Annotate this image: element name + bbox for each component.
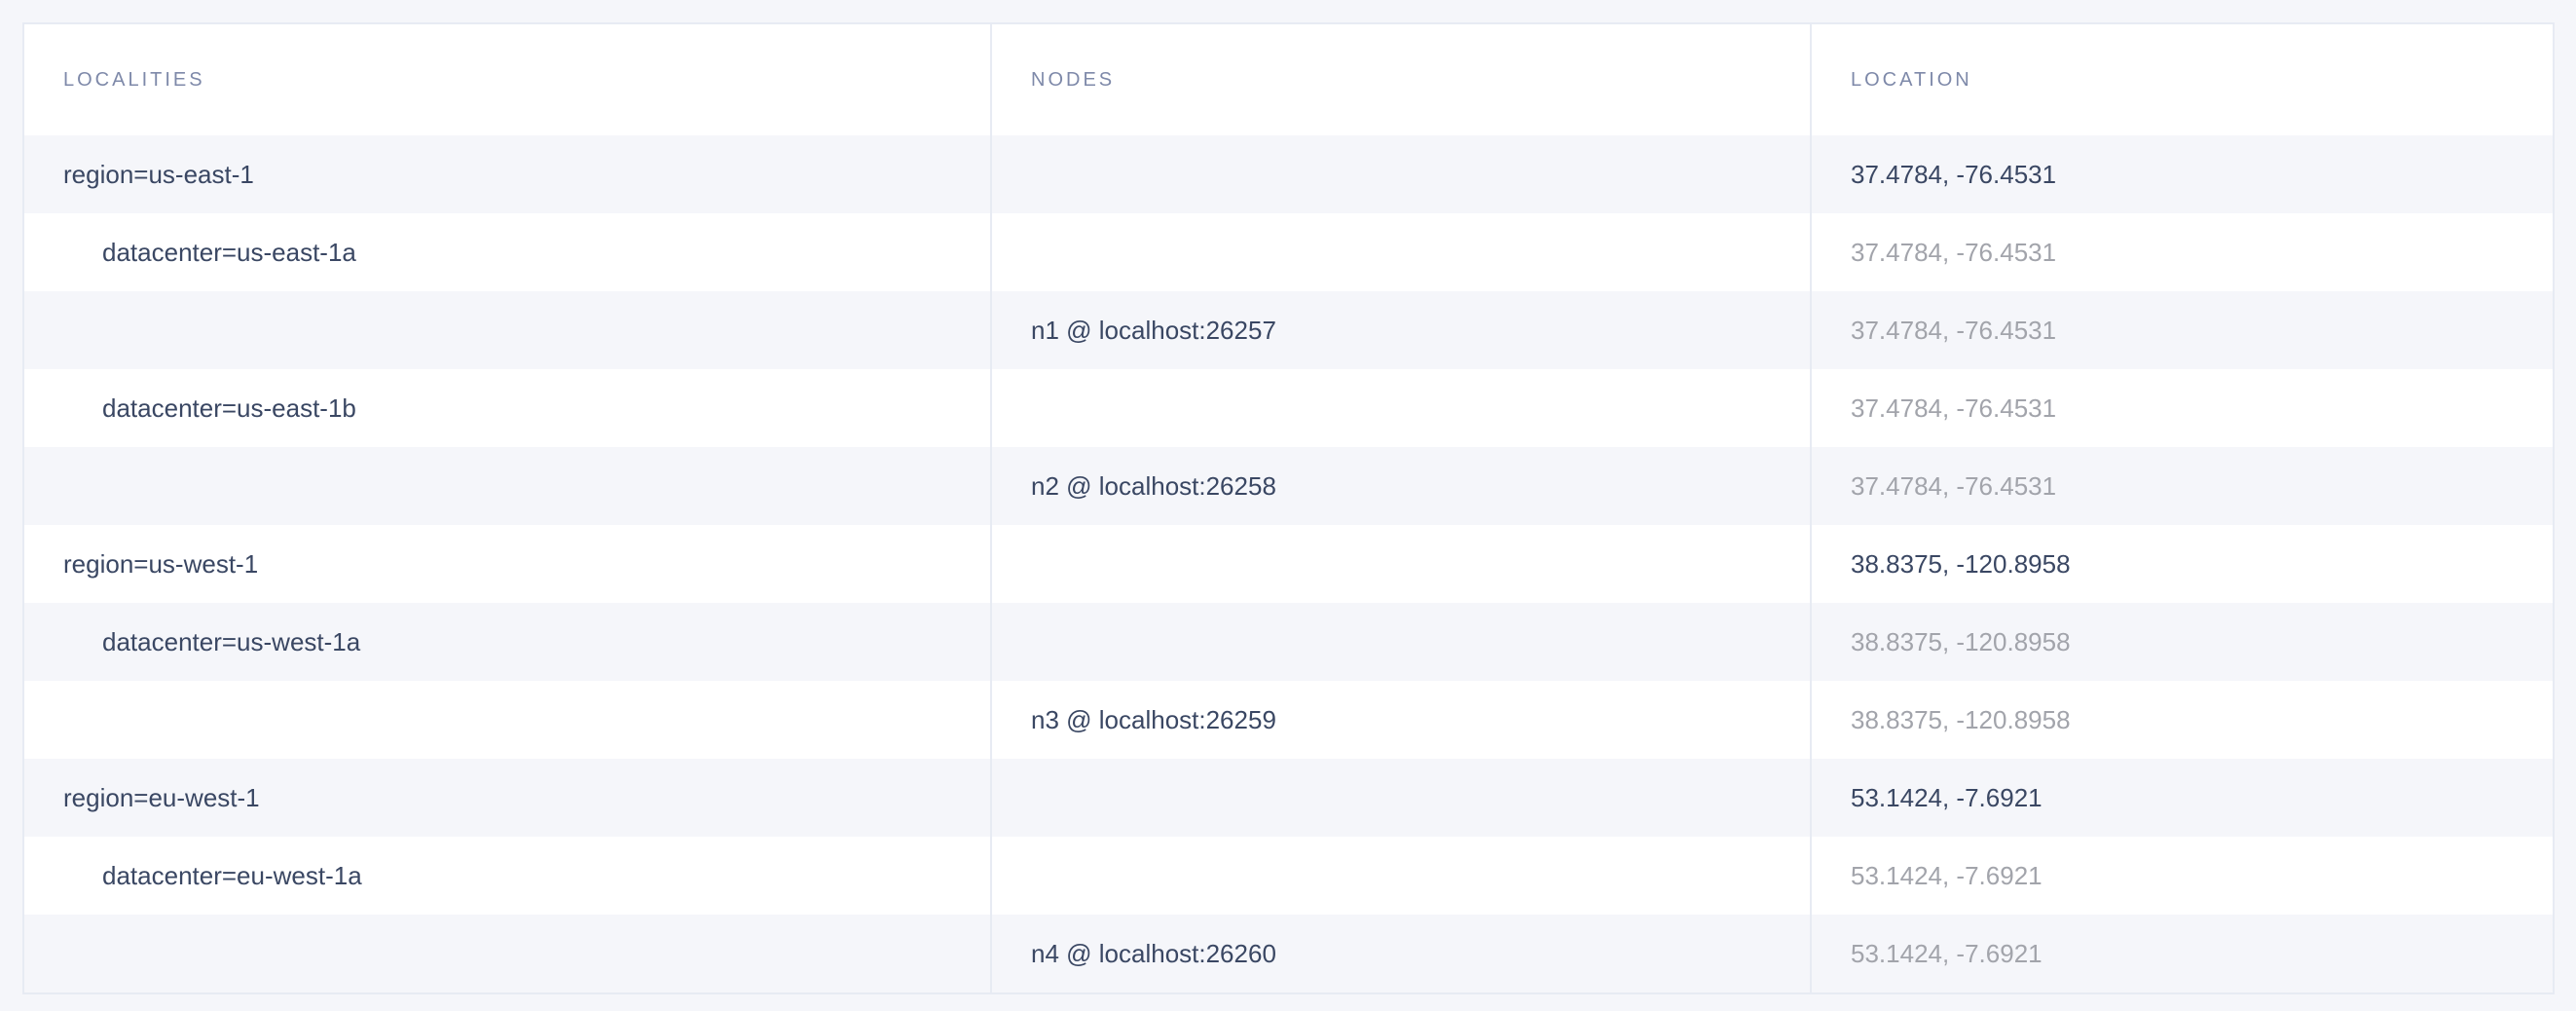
header-nodes: NODES [992, 24, 1812, 135]
locality-cell: region=us-west-1 [24, 525, 992, 603]
node-cell [992, 213, 1812, 291]
node-cell [992, 369, 1812, 447]
node-cell [992, 603, 1812, 681]
localities-table: LOCALITIES NODES LOCATION region=us-east… [22, 22, 2555, 994]
header-localities: LOCALITIES [24, 24, 992, 135]
node-cell: n4 @ localhost:26260 [992, 915, 1812, 992]
locality-cell [24, 447, 992, 525]
table-header: LOCALITIES NODES LOCATION [24, 24, 2553, 135]
locality-cell [24, 681, 992, 759]
table-row: datacenter=us-west-1a 38.8375, -120.8958 [24, 603, 2553, 681]
locality-cell [24, 291, 992, 369]
location-cell: 38.8375, -120.8958 [1851, 704, 2071, 734]
table-row: datacenter=us-east-1b 37.4784, -76.4531 [24, 369, 2553, 447]
location-cell: 37.4784, -76.4531 [1851, 237, 2057, 267]
locality-cell: datacenter=us-west-1a [24, 603, 992, 681]
table-row: region=us-east-1 37.4784, -76.4531 [24, 135, 2553, 213]
location-cell: 38.8375, -120.8958 [1851, 626, 2071, 656]
locality-cell: datacenter=us-east-1a [24, 213, 992, 291]
node-cell: n2 @ localhost:26258 [992, 447, 1812, 525]
table-row: region=us-west-1 38.8375, -120.8958 [24, 525, 2553, 603]
location-cell: 38.8375, -120.8958 [1851, 548, 2071, 579]
table-row: datacenter=eu-west-1a 53.1424, -7.6921 [24, 837, 2553, 915]
table-row: n2 @ localhost:26258 37.4784, -76.4531 [24, 447, 2553, 525]
locality-cell: datacenter=us-east-1b [24, 369, 992, 447]
locality-cell: region=us-east-1 [24, 135, 992, 213]
header-location: LOCATION [1851, 68, 1972, 91]
node-cell [992, 135, 1812, 213]
location-cell: 53.1424, -7.6921 [1851, 782, 2042, 812]
table-row: datacenter=us-east-1a 37.4784, -76.4531 [24, 213, 2553, 291]
location-cell: 53.1424, -7.6921 [1851, 938, 2042, 968]
table-row: n4 @ localhost:26260 53.1424, -7.6921 [24, 915, 2553, 992]
location-cell: 37.4784, -76.4531 [1851, 393, 2057, 423]
table-row: region=eu-west-1 53.1424, -7.6921 [24, 759, 2553, 837]
node-cell [992, 525, 1812, 603]
node-cell: n3 @ localhost:26259 [992, 681, 1812, 759]
node-cell [992, 759, 1812, 837]
locality-cell [24, 915, 992, 992]
location-cell: 37.4784, -76.4531 [1851, 159, 2057, 189]
location-cell: 37.4784, -76.4531 [1851, 315, 2057, 345]
locality-cell: region=eu-west-1 [24, 759, 992, 837]
node-cell [992, 837, 1812, 915]
location-cell: 37.4784, -76.4531 [1851, 470, 2057, 501]
table-body: region=us-east-1 37.4784, -76.4531 datacen… [24, 135, 2553, 992]
location-cell: 53.1424, -7.6921 [1851, 860, 2042, 890]
table-row: n1 @ localhost:26257 37.4784, -76.4531 [24, 291, 2553, 369]
node-cell: n1 @ localhost:26257 [992, 291, 1812, 369]
locality-cell: datacenter=eu-west-1a [24, 837, 992, 915]
table-row: n3 @ localhost:26259 38.8375, -120.8958 [24, 681, 2553, 759]
